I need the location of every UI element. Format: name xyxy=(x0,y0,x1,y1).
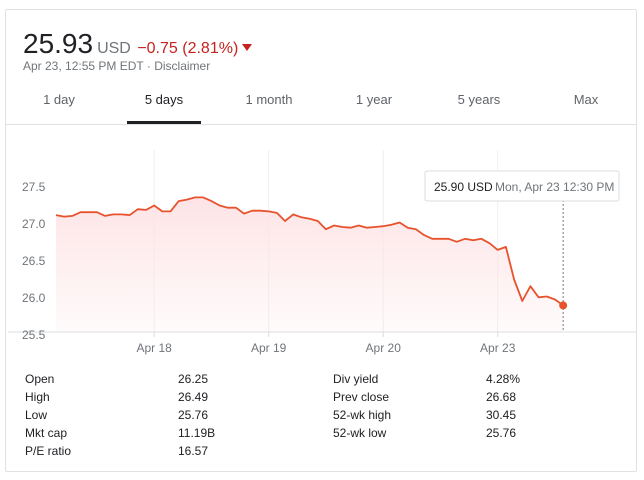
series-line xyxy=(55,196,564,307)
series-area xyxy=(56,197,564,332)
stat-value: 26.25 xyxy=(178,372,209,386)
stat-label: 52-wk high xyxy=(333,408,392,422)
tooltip-time: Mon, Apr 23 12:30 PM xyxy=(495,180,614,194)
x-tick-label: Apr 18 xyxy=(136,341,172,355)
disclaimer-link[interactable]: Disclaimer xyxy=(154,59,211,73)
stat-value: 25.76 xyxy=(486,426,517,440)
y-tick-label: 25.5 xyxy=(22,328,46,342)
stat-value: 11.19B xyxy=(178,426,216,440)
stock-quote-card: 25.93 USD −0.75 (2.81%) Apr 23, 12:55 PM … xyxy=(5,9,637,472)
tab-5-years[interactable]: 5 years xyxy=(457,92,501,107)
y-tick-label: 26.0 xyxy=(22,291,46,305)
tooltip-price: 25.90 USD xyxy=(434,180,493,194)
y-tick-label: 26.5 xyxy=(22,254,46,268)
price-chart[interactable]: 25.5 26.0 26.5 27.0 27.5 Apr 18 Apr 19 Apr 20 Ap… xyxy=(6,150,636,365)
stat-value: 16.57 xyxy=(178,444,209,458)
stat-label: 52-wk low xyxy=(333,426,387,440)
price-change: −0.75 (2.81%) xyxy=(137,40,239,57)
stat-label: High xyxy=(25,390,50,404)
quote-timestamp: Apr 23, 12:55 PM EDT xyxy=(23,59,144,73)
x-tick-label: Apr 20 xyxy=(366,341,402,355)
tab-1-year[interactable]: 1 year xyxy=(355,92,393,107)
tab-5-days[interactable]: 5 days xyxy=(127,86,201,124)
stat-label: Div yield xyxy=(333,372,379,386)
stat-value: 4.28% xyxy=(486,372,521,386)
stat-label: Mkt cap xyxy=(25,426,68,440)
stat-label: Low xyxy=(25,408,48,422)
stat-value: 25.76 xyxy=(178,408,209,422)
stat-value: 26.49 xyxy=(178,390,209,404)
stat-label: Open xyxy=(25,372,55,386)
x-tick-label: Apr 19 xyxy=(251,341,287,355)
stat-label: Prev close xyxy=(333,390,390,404)
separator-dot: · xyxy=(146,59,151,73)
quote-timestamp-line: Apr 23, 12:55 PM EDT · Disclaimer xyxy=(23,59,210,73)
arrow-down-icon xyxy=(242,44,253,51)
stat-value: 26.68 xyxy=(486,390,517,404)
quote-header: 25.93 USD −0.75 (2.81%) xyxy=(23,28,253,60)
currency-label: USD xyxy=(97,40,131,57)
stat-label: P/E ratio xyxy=(25,444,72,458)
tab-1-month[interactable]: 1 month xyxy=(245,92,293,107)
stat-value: 30.45 xyxy=(486,408,517,422)
current-price: 25.93 xyxy=(23,28,94,59)
hover-point xyxy=(559,301,568,310)
range-tabs: 1 day 5 days 1 month 1 year 5 years Max xyxy=(6,86,636,125)
y-tick-label: 27.5 xyxy=(22,180,46,194)
tab-1-day[interactable]: 1 day xyxy=(43,92,75,107)
tab-max[interactable]: Max xyxy=(573,92,599,107)
x-tick-label: Apr 23 xyxy=(480,341,516,355)
tooltip-box xyxy=(424,170,620,202)
y-tick-label: 27.0 xyxy=(22,217,46,231)
